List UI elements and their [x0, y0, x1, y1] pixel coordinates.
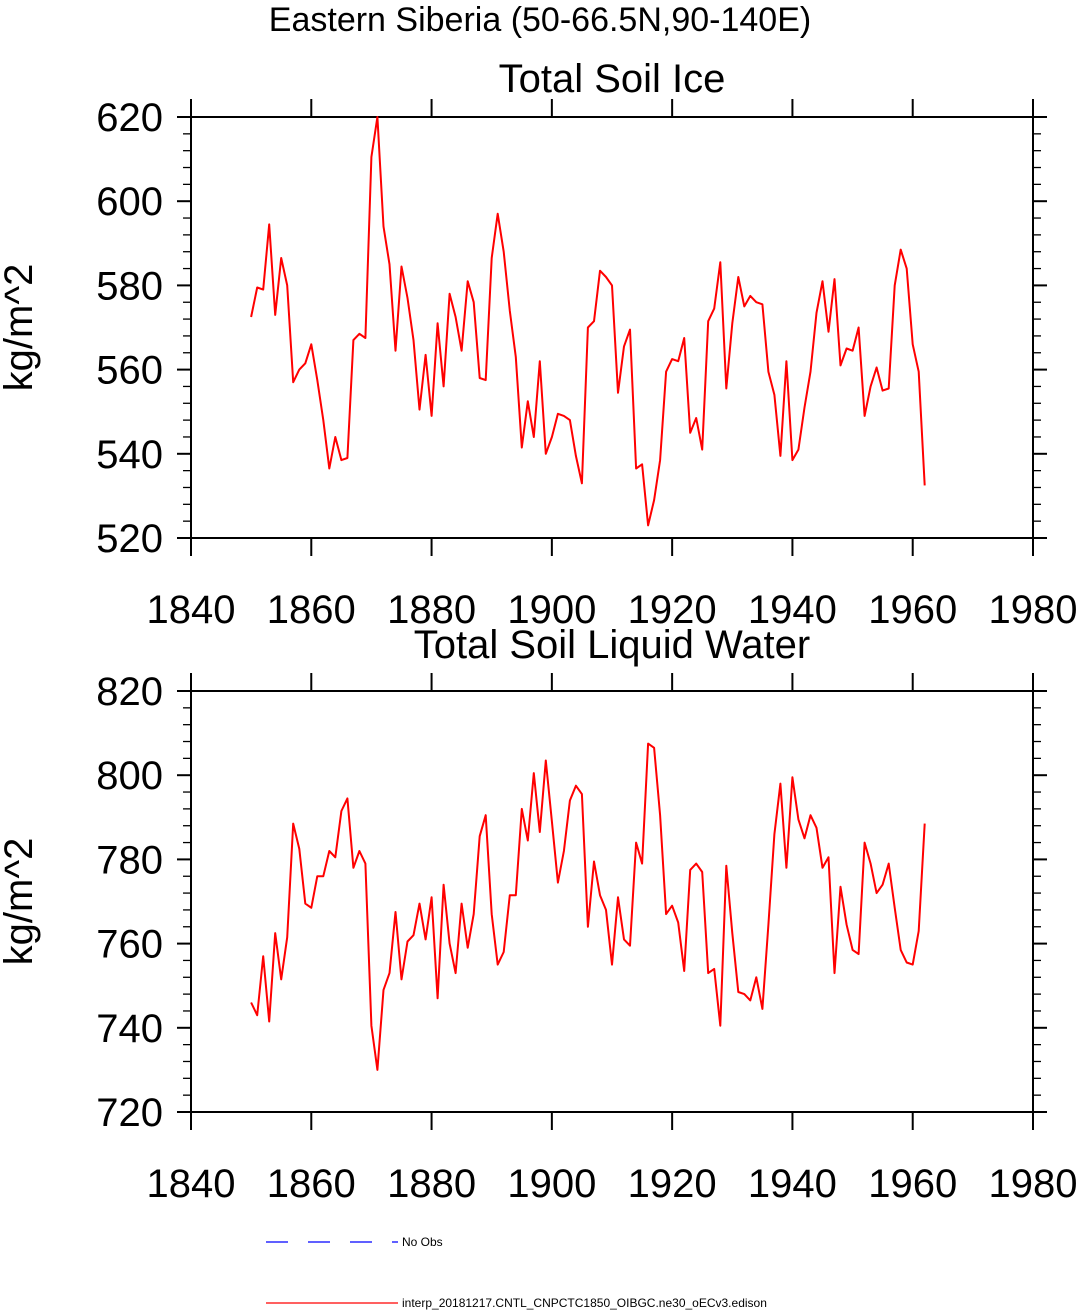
x-tick-label: 1880 — [387, 588, 476, 632]
legend: No Obs interp_20181217.CNTL_CNPCTC1850_O… — [266, 1235, 767, 1310]
x-tick-label: 1940 — [748, 588, 837, 632]
y-tick-label: 600 — [96, 180, 163, 224]
plot-title: Total Soil Ice — [499, 57, 726, 101]
x-tick-label: 1880 — [387, 1162, 476, 1206]
figure-title: Eastern Siberia (50-66.5N,90-140E) — [268, 1, 812, 39]
y-tick-label: 540 — [96, 433, 163, 477]
x-tick-label: 1840 — [147, 1162, 236, 1206]
x-tick-label: 1900 — [507, 1162, 596, 1206]
y-axis-label: kg/m^2 — [0, 264, 41, 392]
x-tick-label: 1920 — [628, 1162, 717, 1206]
series-line — [250, 742, 926, 1071]
x-tick-label: 1980 — [989, 588, 1078, 632]
panel-total-soil-liquid-water: Total Soil Liquid Water 1840 1860 1880 1900… — [0, 623, 1077, 1206]
y-tick-label: 560 — [96, 349, 163, 393]
x-tick-label: 1900 — [507, 588, 596, 632]
plot-frame — [190, 116, 1034, 539]
x-tick-label: 1960 — [868, 1162, 957, 1206]
y-tick-label: 780 — [96, 838, 163, 882]
x-tick-label: 1920 — [628, 588, 717, 632]
y-tick-label: 580 — [96, 264, 163, 308]
y-axis-label: kg/m^2 — [0, 838, 41, 966]
y-tick-label: 800 — [96, 754, 163, 798]
x-tick-label: 1960 — [868, 588, 957, 632]
y-tick-label: 820 — [96, 670, 163, 714]
plot-title: Total Soil Liquid Water — [414, 623, 810, 667]
y-tick-label: 740 — [96, 1007, 163, 1051]
y-tick-label: 720 — [96, 1091, 163, 1135]
x-tick-label: 1840 — [147, 588, 236, 632]
y-tick-label: 760 — [96, 923, 163, 967]
y-tick-label: 520 — [96, 517, 163, 561]
series-line — [250, 116, 926, 527]
legend-label-no-obs: No Obs — [402, 1235, 443, 1249]
panel-total-soil-ice: Total Soil Ice 1840 1860 1880 1900 1920 1940 1… — [0, 57, 1077, 632]
y-tick-label: 620 — [96, 96, 163, 140]
x-tick-label: 1940 — [748, 1162, 837, 1206]
plot-frame — [190, 690, 1034, 1113]
x-tick-label: 1860 — [267, 1162, 356, 1206]
x-tick-label: 1980 — [989, 1162, 1078, 1206]
legend-label-model: interp_20181217.CNTL_CNPCTC1850_OIBGC.ne… — [402, 1296, 767, 1310]
x-tick-label: 1860 — [267, 588, 356, 632]
